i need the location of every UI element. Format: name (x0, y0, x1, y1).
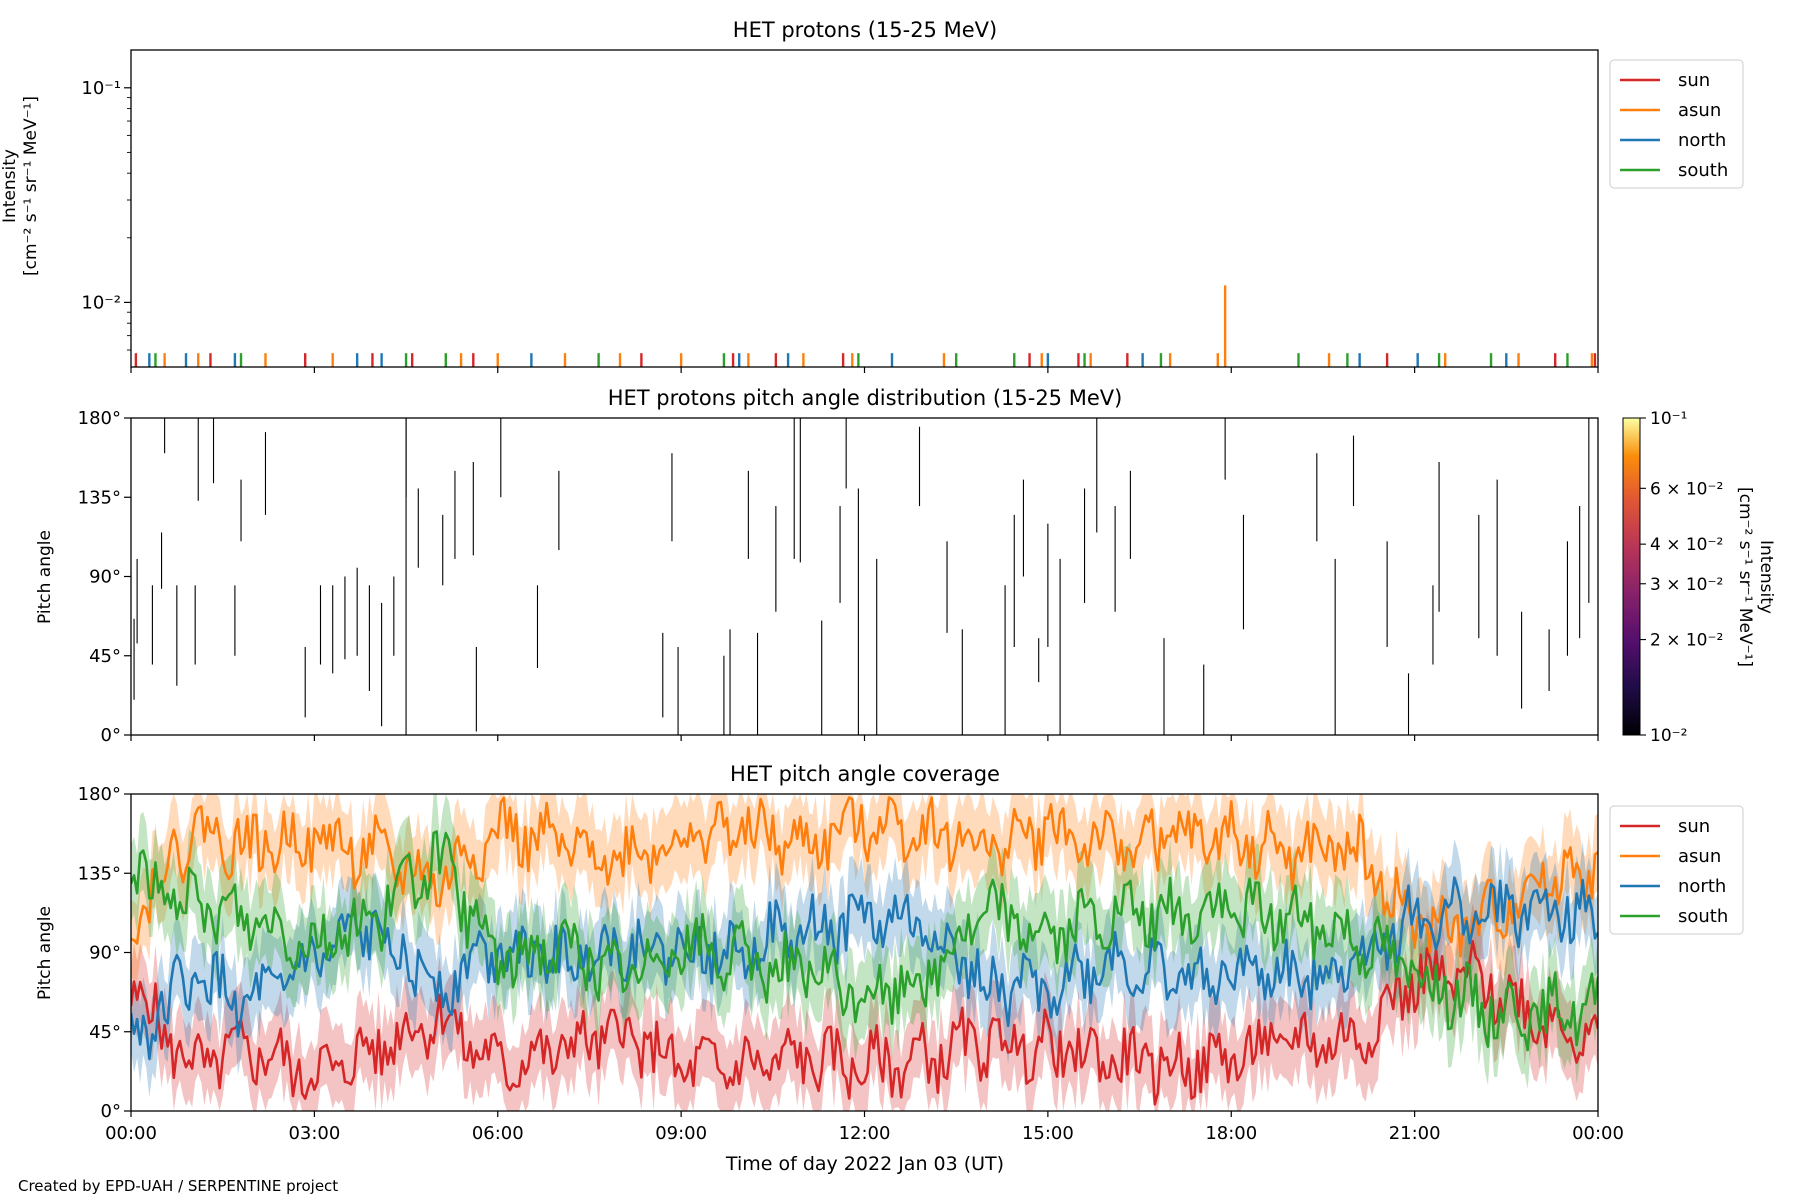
colorbar-bar (1622, 417, 1641, 736)
pitch-angle-coverage-panel: HET pitch angle coverage Pitch angle 0° 4… (35, 762, 1744, 1175)
x-tick-label: 03:00 (288, 1123, 340, 1144)
x-tick-label: 21:00 (1389, 1123, 1441, 1144)
x-tick-label: 15:00 (1022, 1123, 1074, 1144)
panel1-ylabel-line2: [cm⁻² s⁻¹ sr⁻¹ MeV⁻¹] (21, 96, 41, 276)
coverage-line-south (131, 830, 1598, 1052)
colorbar-tick-label: 3 × 10⁻² (1650, 575, 1723, 595)
colorbar-tick-label: 10⁻¹ (1650, 409, 1687, 429)
coverage-band-south (131, 794, 1598, 1089)
panel3-title: HET pitch angle coverage (730, 762, 1000, 786)
colorbar-tick-label: 10⁻² (1650, 726, 1687, 746)
panel1-frame (130, 49, 1599, 368)
y-tick-label: 10⁻² (81, 292, 121, 313)
y-tick-label: 180° (78, 784, 121, 805)
legend-label-sun: sun (1678, 70, 1710, 91)
panel2-title: HET protons pitch angle distribution (15… (608, 386, 1123, 410)
legend-box (1609, 59, 1744, 189)
coverage-line-sun (131, 940, 1598, 1106)
x-tick-label: 12:00 (839, 1123, 891, 1144)
panel1-ylabel: Intensity [cm⁻² s⁻¹ sr⁻¹ MeV⁻¹] (0, 96, 41, 276)
colorbar-label: Intensity[cm⁻² s⁻¹ sr⁻¹ MeV⁻¹] (1735, 487, 1776, 667)
panel2-xticks (130, 735, 1599, 741)
panel3-plot-area (131, 794, 1598, 1111)
panel2-ylabel: Pitch angle (35, 530, 55, 624)
x-tick-label: 18:00 (1205, 1123, 1257, 1144)
panel2-frame (130, 417, 1599, 736)
x-tick-label: 09:00 (655, 1123, 707, 1144)
coverage-line-asun (131, 796, 1598, 958)
x-tick-label: 00:00 (1572, 1123, 1624, 1144)
intensity-panel: HET protons (15-25 MeV) Intensity [cm⁻² … (0, 18, 1744, 373)
panel3-legend: sun asun north south (1609, 805, 1744, 935)
colorbar-tick-label: 6 × 10⁻² (1650, 479, 1723, 499)
panel3-yticks: 0° 45° 90° 135° 180° (78, 784, 131, 1122)
footer-credit: Created by EPD-UAH / SERPENTINE project (18, 1177, 339, 1195)
y-tick-label: 90° (89, 567, 121, 588)
panel1-yticks: 10⁻¹ 10⁻² (81, 78, 131, 351)
panel3-ylabel: Pitch angle (35, 906, 55, 1000)
y-tick-label: 10⁻¹ (81, 78, 121, 99)
colorbar-tick-label: 4 × 10⁻² (1650, 535, 1723, 555)
panel2-plot-area (133, 418, 1590, 735)
coverage-line-north (131, 876, 1598, 1060)
pitch-angle-distribution-panel: HET protons pitch angle distribution (15… (35, 386, 1776, 746)
legend-label-south: south (1678, 906, 1728, 927)
x-axis-label: Time of day 2022 Jan 03 (UT) (725, 1153, 1004, 1175)
legend-label-asun: asun (1678, 846, 1721, 867)
coverage-band-asun (131, 794, 1598, 996)
colorbar: 10⁻¹ 6 × 10⁻² 4 × 10⁻² 3 × 10⁻² 2 × 10⁻² 10⁻²… (1622, 409, 1776, 746)
y-tick-label: 45° (89, 646, 121, 667)
legend-label-south: south (1678, 160, 1728, 181)
legend-label-north: north (1678, 876, 1726, 897)
colorbar-label-line1: Intensity (1756, 540, 1776, 614)
x-tick-label: 00:00 (105, 1123, 157, 1144)
y-tick-label: 90° (89, 943, 121, 964)
y-tick-label: 45° (89, 1022, 121, 1043)
y-tick-label: 135° (78, 487, 121, 508)
y-tick-label: 0° (101, 1101, 121, 1122)
legend-label-sun: sun (1678, 816, 1710, 837)
panel1-plot-area (134, 285, 1597, 367)
panel3-xticks: 00:00 03:00 06:00 09:00 12:00 15:00 18:00 21:00… (105, 1111, 1624, 1144)
panel1-xticks (130, 367, 1599, 373)
y-tick-label: 180° (78, 408, 121, 429)
legend-box (1609, 805, 1744, 935)
y-tick-label: 0° (101, 725, 121, 746)
panel1-ylabel-line1: Intensity (0, 149, 20, 223)
colorbar-tick-label: 2 × 10⁻² (1650, 631, 1723, 651)
legend-label-asun: asun (1678, 100, 1721, 121)
colorbar-label-line2: [cm⁻² s⁻¹ sr⁻¹ MeV⁻¹] (1735, 487, 1755, 667)
panel2-yticks: 0° 45° 90° 135° 180° (78, 408, 131, 746)
x-tick-label: 06:00 (472, 1123, 524, 1144)
panel1-title: HET protons (15-25 MeV) (733, 18, 997, 42)
panel1-legend: sun asun north south (1609, 59, 1744, 189)
y-tick-label: 135° (78, 863, 121, 884)
legend-label-north: north (1678, 130, 1726, 151)
